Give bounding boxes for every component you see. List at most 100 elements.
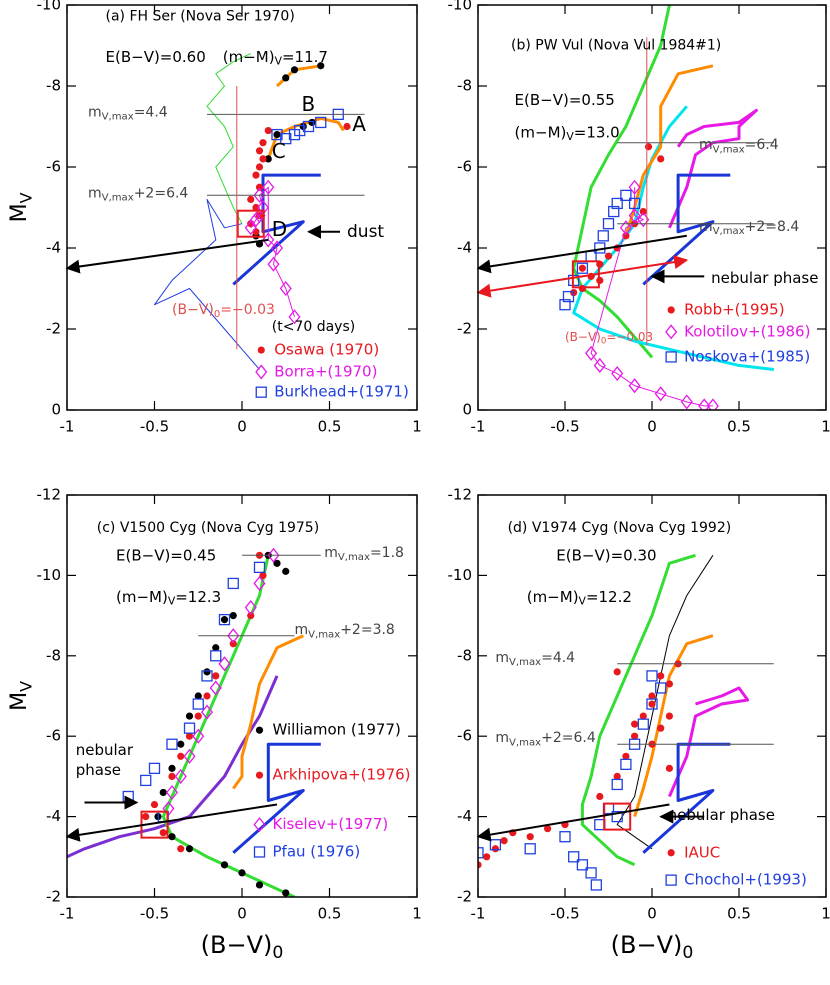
data-point <box>631 732 639 740</box>
data-point <box>665 680 674 688</box>
data-point <box>489 839 502 851</box>
annotation-main: (m−M) <box>223 47 275 65</box>
annotation: mV,max=4.4 <box>88 104 168 122</box>
data-point <box>122 790 134 803</box>
plot-area <box>67 547 321 897</box>
panel: 0 -2 -4 -6 -8 -10 -1 -0.5 0 0.5 1 (a) FH Ser (Nova … <box>7 0 422 436</box>
data-point <box>698 398 711 410</box>
annotation-main: (a) FH Ser (Nova Ser 1970) <box>106 8 295 24</box>
data-point <box>648 692 656 700</box>
legend-marker <box>255 364 268 380</box>
data-point <box>526 833 534 841</box>
line <box>232 742 321 854</box>
data-point <box>611 778 623 791</box>
annotation: (m−M)V=12.3 <box>116 588 221 608</box>
data-point <box>568 851 580 863</box>
annotation-main: A <box>352 111 366 135</box>
legend-label: Burkhead+(1971) <box>274 383 409 401</box>
data-point <box>255 881 264 889</box>
legend-label: Kolotilov+(1986) <box>684 322 810 340</box>
data-point <box>665 712 674 720</box>
annotation: nebular phase <box>668 805 775 823</box>
annotation: (m−M)V=13.0 <box>515 123 620 143</box>
data-point <box>148 762 161 775</box>
annotation-tail: +2=8.4 <box>745 219 800 235</box>
data-point <box>620 189 632 202</box>
annotation: C <box>272 139 286 163</box>
data-point <box>203 692 211 700</box>
y-tick-label: -2 <box>457 320 472 338</box>
data-point <box>203 668 211 676</box>
data-point <box>280 132 292 145</box>
x-tick-label: 1 <box>821 418 830 436</box>
data-point <box>578 264 587 272</box>
data-point <box>185 712 194 720</box>
data-point <box>604 252 613 260</box>
data-point <box>288 309 301 325</box>
annotation-main: m <box>495 650 509 666</box>
x-axis-label-sub: 0 <box>272 943 283 963</box>
y-tick-label: -2 <box>457 888 472 906</box>
data-point <box>209 680 222 696</box>
data-point <box>665 764 674 772</box>
annotation: nebular <box>76 740 134 758</box>
annotation-main: nebular phase <box>711 268 818 286</box>
legend-marker <box>257 346 265 354</box>
legend-marker <box>665 874 677 886</box>
annotation-tail: =11.7 <box>282 47 328 65</box>
legend-label: Williamon (1977) <box>273 721 401 739</box>
data-point <box>259 139 267 147</box>
data-point <box>247 612 255 620</box>
y-axis-label: MV <box>7 192 35 222</box>
data-point <box>183 722 196 734</box>
data-point <box>192 728 205 744</box>
data-point <box>657 155 665 163</box>
data-point <box>282 74 290 82</box>
data-point <box>255 147 264 155</box>
annotation: mV,max+2=8.4 <box>699 219 799 237</box>
annotation-main: E(B−V)=0.45 <box>116 546 216 564</box>
legend-label: Noskova+(1985) <box>684 347 810 365</box>
data-point <box>210 650 222 662</box>
data-point <box>192 698 204 710</box>
y-tick-label: -6 <box>457 727 472 745</box>
annotation: (d) V1974 Cyg (Nova Cyg 1992) <box>508 520 732 536</box>
x-tick-label: 0.5 <box>318 418 342 436</box>
data-point <box>500 837 508 845</box>
plot-area <box>154 53 365 370</box>
annotation-sub: V,max <box>509 657 541 668</box>
data-point <box>273 131 281 139</box>
data-point <box>608 205 620 218</box>
data-point <box>706 398 719 410</box>
y-axis-label-sub: V <box>16 192 35 203</box>
plot-frame <box>66 4 418 411</box>
annotation: (c) V1500 Cyg (Nova Cyg 1975) <box>97 520 319 536</box>
line <box>642 742 731 854</box>
data-point <box>253 575 266 591</box>
annotation-main: D <box>272 217 287 241</box>
annotation-sub: V,max <box>102 193 134 204</box>
data-point <box>194 692 202 700</box>
plot-area <box>478 553 774 891</box>
data-point <box>271 128 283 141</box>
y-tick-label: -12 <box>448 486 473 504</box>
legend-marker <box>665 351 677 363</box>
y-tick-label: -4 <box>46 807 61 825</box>
annotation-main: (d) V1974 Cyg (Nova Cyg 1992) <box>508 520 732 536</box>
annotation-main: E(B−V)=0.60 <box>106 47 206 65</box>
annotation-main: m <box>88 185 102 201</box>
annotation: E(B−V)=0.60 <box>106 47 206 65</box>
data-point <box>177 740 185 748</box>
annotation-main: nebular <box>76 740 134 758</box>
annotation-tail: =12.3 <box>175 588 221 606</box>
annotation-main: m <box>295 622 309 638</box>
legend-marker <box>255 771 264 779</box>
data-point <box>308 118 316 127</box>
annotation: (m−M)V=11.7 <box>223 47 328 67</box>
annotation: mV,max=6.4 <box>699 137 779 155</box>
x-axis-label: (B−V)0 <box>201 931 284 963</box>
data-point <box>628 378 641 394</box>
data-point <box>201 670 213 682</box>
